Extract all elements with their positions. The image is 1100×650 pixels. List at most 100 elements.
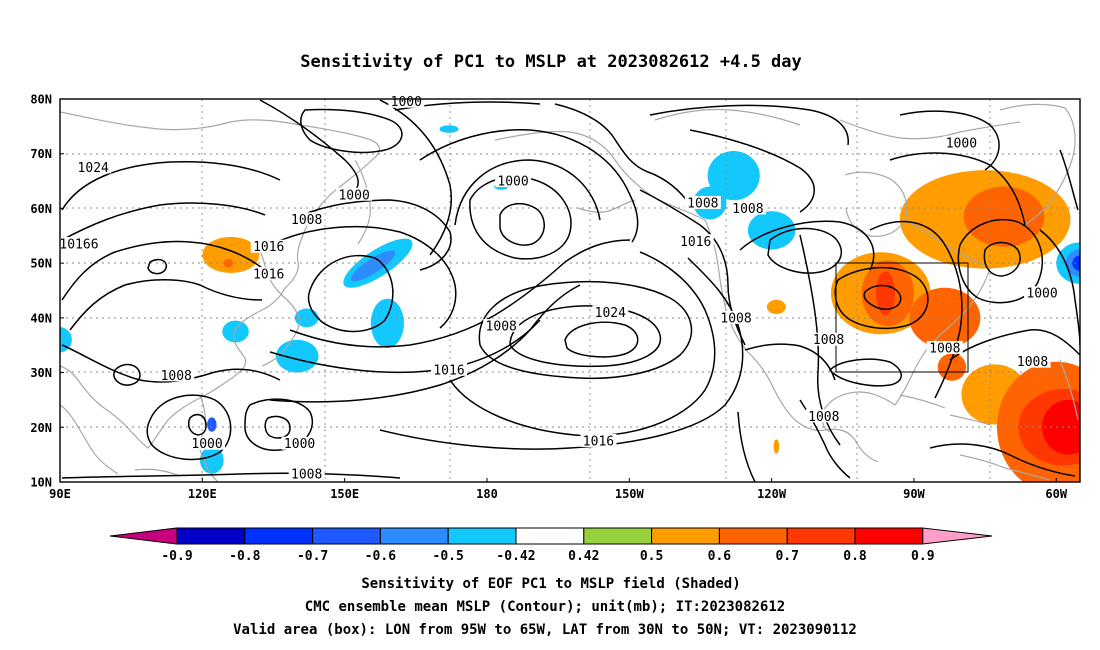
colorbar-right-arrow: [922, 527, 993, 545]
lat-label: 60N: [30, 202, 52, 216]
lon-label: 150E: [330, 487, 359, 501]
sensitivity-patch: [350, 250, 396, 282]
contour-label-bg: [483, 319, 520, 333]
colorbar-label: -0.7: [297, 549, 328, 564]
coastline-kamchatka: [354, 159, 371, 245]
contour-label: 1000: [191, 437, 222, 452]
colorbar-label: 0.6: [708, 549, 732, 564]
colorbar-box: [447, 527, 517, 545]
contour-label: 1000: [497, 175, 528, 190]
colorbar-left-arrow: [109, 527, 178, 545]
coastline-caribbean: [899, 394, 991, 426]
contour-line: [61, 202, 266, 241]
lat-label: 40N: [30, 311, 52, 325]
contour-line: [509, 305, 662, 368]
colorbar-box: [312, 527, 381, 545]
contour-label-bg: [281, 436, 318, 450]
contour-label-bg: [288, 212, 325, 226]
contour-label-bg: [684, 195, 721, 209]
sensitivity-patch: [747, 211, 796, 250]
colorbar-boxes: [109, 527, 993, 545]
contour-line: [689, 129, 815, 213]
contour-label-bg: [56, 236, 101, 250]
contour-label-bg: [288, 466, 325, 480]
colorbar-box: [786, 527, 856, 545]
contour-line: [146, 394, 232, 461]
map-panel: 1000 1024 1000 1008 1016 1016 10166 1008 1024 101…: [56, 94, 1081, 483]
lat-label: 10N: [30, 476, 52, 490]
colorbar-label: -0.42: [496, 549, 535, 564]
sensitivity-patch: [207, 417, 217, 432]
contour-line: [259, 99, 359, 196]
sensitivity-patch: [707, 150, 760, 201]
colorbar-label: 0.7: [775, 549, 798, 564]
lon-label: 120E: [188, 487, 217, 501]
contour-line: [269, 284, 581, 403]
contour-label-bg: [431, 362, 468, 376]
sensitivity-patch: [963, 186, 1045, 247]
colorbar-box: [515, 527, 585, 545]
contour-line: [147, 258, 167, 275]
valid-area-box: [835, 262, 969, 373]
lat-label: 50N: [30, 257, 52, 271]
colorbar-labels: -0.9 -0.8 -0.7 -0.6 -0.5 -0.42 0.42 0.5 0.6 0.7 0.…: [161, 549, 934, 564]
sensitivity-patch: [937, 353, 967, 381]
contour-label: 1008: [161, 369, 192, 384]
colorbar-box: [854, 527, 924, 545]
coastline-india: [60, 404, 119, 475]
contour-label-bg: [926, 340, 963, 354]
contour-label: 1008: [1017, 355, 1048, 370]
contour-label: 1008: [720, 311, 751, 326]
lon-label: 60W: [1045, 487, 1067, 501]
contour-line: [834, 266, 929, 329]
sensitivity-patch: [876, 271, 895, 316]
contour-label-bg: [158, 368, 195, 382]
contour-label: 1008: [732, 202, 763, 217]
contour-label-bg: [250, 239, 287, 253]
colorbar-box: [379, 527, 449, 545]
map-frame: [59, 98, 1081, 483]
contour-label-bg: [189, 436, 226, 450]
lat-label: 20N: [30, 421, 52, 435]
contour-label-bg: [729, 201, 766, 215]
contour-line: [61, 472, 401, 479]
contour-line: [289, 199, 452, 271]
coastline-aleutians: [577, 199, 636, 213]
colorbar-box: [176, 527, 246, 545]
contour-label-bg: [810, 332, 847, 346]
contour-line: [454, 159, 601, 226]
lat-label: 70N: [30, 147, 52, 161]
colorbar-label: 0.9: [911, 549, 934, 564]
contour-line: [478, 280, 693, 380]
contour-label: 1024: [78, 161, 109, 176]
contour-label: 1008: [808, 410, 839, 425]
contour-label: 1000: [1026, 287, 1057, 302]
lon-label: 90W: [903, 487, 925, 501]
contour-line: [889, 152, 1026, 226]
contour-line: [739, 220, 875, 271]
contour-line: [289, 239, 631, 348]
coastline-north-america-east: [894, 219, 991, 406]
contour-line: [828, 358, 902, 387]
contour-label: 1016: [433, 363, 464, 378]
colorbar-box: [583, 527, 653, 545]
contour-line: [957, 219, 1043, 304]
contour-line: [869, 220, 963, 399]
colorbar-label: 0.8: [843, 549, 867, 564]
colorbar-box: [651, 527, 720, 545]
sensitivity-patch: [439, 125, 459, 133]
contour-label-bg: [718, 310, 755, 324]
captions: Sensitivity of EOF PC1 to MSLP field (Sh…: [233, 576, 857, 638]
colorbar-label: -0.6: [365, 549, 396, 564]
contour-line: [899, 110, 1000, 171]
coastline-greenland: [999, 103, 1076, 226]
contour-label-bg: [592, 305, 629, 319]
contour-line: [744, 343, 836, 381]
contour-line: [863, 284, 902, 310]
caption-line-3: Valid area (box): LON from 95W to 65W, L…: [233, 622, 857, 638]
contour-line: [61, 160, 281, 211]
sensitivity-patch: [1072, 255, 1080, 271]
contour-line: [379, 99, 452, 256]
contour-label: 1008: [291, 467, 322, 482]
